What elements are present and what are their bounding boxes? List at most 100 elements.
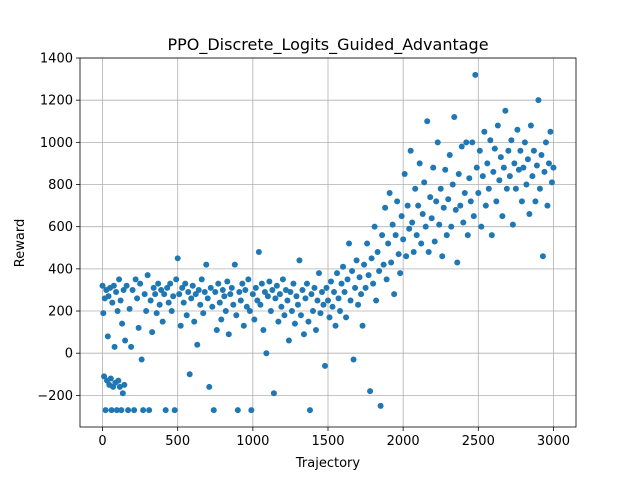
data-point	[230, 301, 237, 308]
data-point	[269, 286, 276, 293]
data-point	[514, 126, 521, 133]
data-point	[520, 164, 527, 171]
grid	[80, 57, 576, 427]
data-point	[150, 284, 157, 291]
data-point	[461, 189, 468, 196]
data-point	[464, 232, 471, 239]
data-point	[296, 257, 303, 264]
data-point	[550, 164, 557, 171]
data-point	[309, 308, 316, 315]
data-point	[159, 318, 166, 325]
data-point	[242, 286, 249, 293]
data-point	[272, 295, 279, 302]
data-point	[346, 240, 353, 247]
data-point	[535, 97, 542, 104]
data-point	[385, 240, 392, 247]
data-point	[113, 289, 120, 296]
data-point	[105, 293, 112, 300]
data-point	[496, 177, 503, 184]
data-point	[101, 373, 108, 380]
data-point	[161, 291, 168, 298]
data-point	[266, 278, 273, 285]
data-point	[156, 301, 163, 308]
data-point	[388, 259, 395, 266]
y-tick-label: 1200	[40, 94, 73, 109]
data-point	[409, 219, 416, 226]
y-tick-label: 1400	[40, 52, 73, 67]
data-point	[331, 289, 338, 296]
data-point	[153, 310, 160, 317]
y-tick-label: 800	[48, 178, 73, 193]
y-tick-label: 400	[48, 262, 73, 277]
data-point	[419, 211, 426, 218]
data-point	[395, 251, 402, 258]
data-point	[176, 291, 183, 298]
data-point	[293, 293, 300, 300]
data-point	[491, 145, 498, 152]
data-point	[185, 289, 192, 296]
data-point	[340, 263, 347, 270]
data-point	[255, 248, 262, 255]
data-point	[170, 293, 177, 300]
data-point	[380, 261, 387, 268]
data-point	[111, 343, 118, 350]
data-point	[532, 198, 539, 205]
data-point	[472, 71, 479, 78]
data-point	[457, 202, 464, 209]
data-point	[484, 160, 491, 167]
data-point	[392, 232, 399, 239]
data-point	[382, 204, 389, 211]
data-point	[119, 390, 126, 397]
data-point	[418, 240, 425, 247]
data-point	[144, 272, 151, 279]
data-point	[401, 170, 408, 177]
data-point	[499, 213, 506, 220]
data-point	[315, 270, 322, 277]
data-point	[389, 221, 396, 228]
data-point	[318, 289, 325, 296]
data-point	[243, 303, 250, 310]
data-point	[463, 139, 470, 146]
data-point	[239, 280, 246, 287]
x-tick-label: 1500	[311, 434, 344, 449]
data-point	[440, 204, 447, 211]
data-point	[279, 276, 286, 283]
data-point	[334, 270, 341, 277]
data-point	[329, 303, 336, 310]
data-point	[138, 356, 145, 363]
data-point	[394, 198, 401, 205]
data-point	[294, 301, 301, 308]
data-point	[460, 219, 467, 226]
data-point	[530, 147, 537, 154]
data-point	[451, 114, 458, 121]
data-point	[186, 371, 193, 378]
data-point	[260, 327, 267, 334]
data-point	[132, 276, 139, 283]
data-point	[119, 320, 126, 327]
data-point	[246, 308, 253, 315]
data-point	[397, 270, 404, 277]
data-point	[341, 289, 348, 296]
data-point	[485, 185, 492, 192]
data-point	[194, 341, 201, 348]
data-point	[361, 261, 368, 268]
data-point	[200, 310, 207, 317]
data-point	[219, 286, 226, 293]
data-point	[311, 284, 318, 291]
data-point	[198, 276, 205, 283]
data-point	[113, 407, 120, 414]
data-point	[282, 286, 289, 293]
data-point	[278, 303, 285, 310]
data-point	[114, 308, 121, 315]
data-point	[353, 257, 360, 264]
data-point	[539, 253, 546, 260]
data-point	[352, 284, 359, 291]
data-point	[134, 295, 141, 302]
data-point	[270, 390, 277, 397]
data-point	[162, 407, 169, 414]
data-point	[422, 223, 429, 230]
data-point	[203, 261, 210, 268]
data-point	[526, 211, 533, 218]
